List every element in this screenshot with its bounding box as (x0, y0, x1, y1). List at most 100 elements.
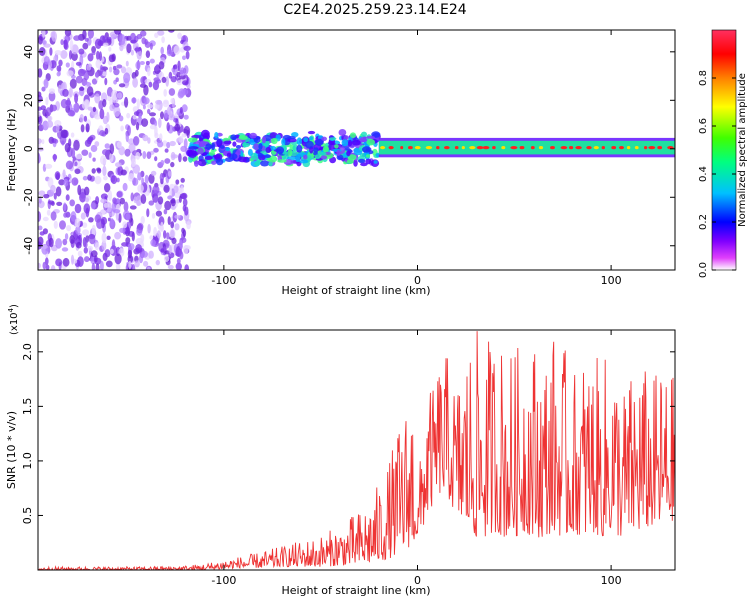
noise-blob (134, 47, 142, 52)
noise-blob (116, 92, 123, 99)
signal-blob (347, 154, 357, 161)
noise-blob (145, 60, 150, 66)
noise-blob (151, 213, 156, 219)
noise-blob (99, 108, 105, 120)
carrier-peak (560, 146, 568, 150)
signal-blob (349, 132, 357, 139)
noise-blob (137, 172, 142, 181)
noise-blob (38, 68, 43, 78)
signal-blob (188, 146, 198, 150)
noise-blob (157, 30, 165, 36)
noise-blob (155, 210, 162, 217)
noise-blob (140, 194, 147, 204)
noise-blob (149, 42, 153, 50)
snr-xlabel: Height of straight line (km) (281, 584, 430, 597)
colorbar-gradient (711, 29, 737, 271)
noise-blob (73, 103, 78, 110)
noise-blob (139, 83, 147, 88)
noise-blob (140, 233, 145, 244)
noise-blob (92, 106, 97, 113)
noise-blob (71, 147, 76, 159)
carrier-band-mid (378, 140, 675, 155)
noise-blob (75, 225, 81, 235)
signal-blob (348, 139, 353, 147)
noise-blob (109, 143, 115, 155)
noise-blob (168, 113, 175, 121)
signal-blob (277, 159, 287, 163)
noise-blob (70, 132, 75, 138)
noise-blob (83, 247, 89, 254)
noise-blob (164, 148, 169, 153)
noise-blob (84, 241, 88, 248)
noise-blob (91, 224, 96, 236)
noise-blob (157, 141, 164, 148)
snr-multiplier: (x104) (7, 304, 20, 335)
noise-blob (150, 239, 156, 247)
noise-blob (38, 236, 44, 247)
noise-blob (56, 71, 61, 77)
noise-blob (74, 168, 81, 175)
noise-blob (131, 72, 137, 80)
signal-blob (215, 158, 224, 166)
noise-blob (77, 184, 82, 196)
signal-blob (328, 141, 334, 146)
noise-blob (54, 171, 61, 180)
noise-blob (136, 49, 142, 60)
spectrogram-ylabel: Frequency (Hz) (5, 109, 18, 192)
spectrogram-panel: -100 0 100 -40 -20 0 20 40 Height of straight … (5, 29, 676, 297)
noise-blob (79, 86, 85, 91)
noise-blob (130, 192, 134, 202)
signal-blob (313, 147, 319, 153)
noise-blob (86, 64, 92, 71)
noise-blob (41, 30, 46, 38)
noise-blob (83, 70, 90, 81)
noise-blob (163, 255, 170, 262)
x-tick-label: 0 (414, 274, 421, 287)
carrier-peak (380, 146, 386, 150)
noise-blob (69, 39, 74, 51)
signal-blob (343, 135, 349, 141)
noise-blob (175, 262, 182, 270)
noise-blob (170, 204, 176, 210)
carrier-peak (469, 146, 476, 150)
noise-blob (146, 266, 151, 270)
noise-blob (163, 209, 168, 215)
noise-blob (104, 77, 108, 86)
signal-blob (296, 137, 302, 146)
noise-blob (100, 155, 107, 165)
signal-blob (249, 132, 257, 139)
noise-blob (176, 71, 181, 78)
noise-blob (75, 61, 82, 66)
noise-blob (176, 257, 181, 265)
noise-blob (100, 198, 107, 204)
signal-blob (303, 154, 308, 160)
signal-blob (219, 145, 225, 149)
noise-blob (84, 85, 88, 92)
noise-blob (87, 174, 92, 181)
noise-blob (38, 262, 41, 269)
noise-blob (62, 88, 69, 97)
noise-blob (170, 229, 175, 239)
noise-blob (175, 179, 180, 185)
noise-blob (43, 56, 50, 65)
noise-blob (87, 30, 94, 39)
signal-blob (304, 140, 314, 149)
carrier-peak (626, 146, 631, 150)
noise-blob (149, 124, 157, 130)
signal-blob (193, 160, 202, 165)
noise-blob (144, 41, 151, 48)
noise-blob (54, 120, 62, 127)
signal-blob (360, 162, 368, 167)
noise-blob (179, 106, 183, 114)
noise-blob (107, 217, 111, 222)
y-tick-label: 0 (22, 145, 35, 152)
signal-blob (346, 150, 351, 157)
carrier-peak (501, 146, 506, 150)
noise-blob (128, 261, 132, 270)
noise-blob (136, 33, 143, 40)
x-tick-label: 100 (601, 574, 622, 587)
noise-blob (103, 202, 109, 208)
noise-blob (138, 112, 142, 119)
noise-blob (38, 94, 43, 103)
noise-blob (74, 203, 82, 214)
